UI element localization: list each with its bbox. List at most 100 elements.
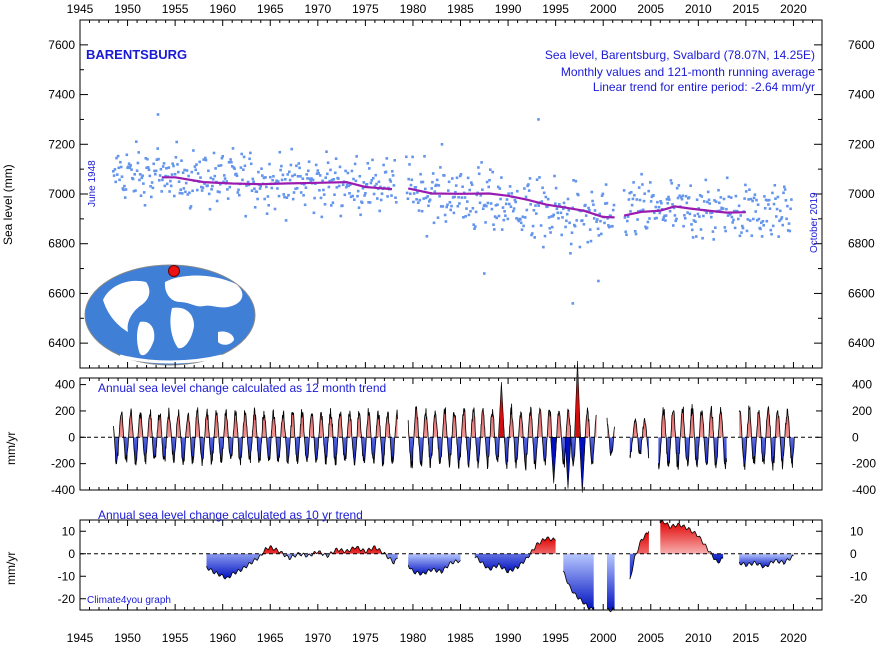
y-tick-label-right: 7400 [848,88,875,102]
monthly-point [451,177,454,180]
y-tick-label-left: 7200 [48,137,75,151]
monthly-point [337,177,340,180]
monthly-point [657,205,661,209]
monthly-point [273,207,277,211]
x-tick-label-top: 2005 [637,2,664,16]
monthly-point [144,157,148,160]
monthly-point [779,217,783,221]
monthly-point [182,187,186,190]
monthly-point [763,195,766,198]
monthly-point [331,201,335,204]
monthly-point [420,180,423,184]
monthly-point [496,203,499,206]
monthly-point [151,186,155,190]
monthly-point [714,200,718,203]
info-line-1: Sea level, Barentsburg, Svalbard (78.07N… [545,48,815,62]
monthly-point [129,164,132,167]
info-line-2: Monthly values and 121-month running ave… [561,65,815,79]
monthly-point [701,236,704,240]
sea-level-y-axis-label: Sea level (mm) [1,164,15,245]
monthly-point [162,162,166,165]
monthly-point [392,184,396,187]
y-tick-label-left: 0 [68,547,75,561]
monthly-point [646,220,650,224]
monthly-point [137,151,140,154]
monthly-point [637,186,641,189]
monthly-point [458,174,462,178]
x-axis-top: 1945 1950 1955 1960 1965 1970 1975 1980 1985 1990… [67,2,823,610]
monthly-point [234,172,238,176]
monthly-point [158,174,162,177]
monthly-point [160,190,163,193]
monthly-point [699,228,703,231]
monthly-point [493,228,496,231]
x-tick-label-top: 1990 [495,2,522,16]
monthly-point [474,225,477,228]
monthly-point [492,223,495,226]
y-tick-label-left: 6600 [48,286,75,300]
ten-year-y-ticks: 10 10 0 0 -10 -10 -20 -20 [58,524,868,606]
monthly-point [633,194,636,197]
monthly-point [283,195,286,199]
monthly-point [525,208,529,212]
monthly-point [760,221,763,224]
monthly-point [390,194,393,197]
monthly-point [764,198,768,202]
monthly-point [562,201,566,205]
monthly-point [405,155,408,159]
monthly-point [653,211,656,215]
x-tick-label-bottom: 1980 [400,631,427,645]
monthly-point [761,220,765,223]
y-tick-label-right: 6600 [848,286,875,300]
monthly-point [513,198,517,202]
y-tick-label-left: 10 [62,524,76,538]
monthly-point [345,185,348,189]
monthly-point [677,184,681,187]
monthly-point [117,166,121,170]
y-tick-label-right: -20 [850,592,868,606]
monthly-point [141,174,144,177]
monthly-point [322,193,326,196]
x-tick-label-bottom: 2010 [685,631,712,645]
monthly-point [497,214,501,218]
monthly-point [379,185,382,189]
monthly-point [292,191,296,194]
monthly-point [647,189,650,193]
monthly-point [303,203,307,207]
monthly-point [529,203,532,206]
monthly-point [767,203,770,206]
monthly-point [242,168,245,171]
twelve-month-y-ticks: 400 400 200 200 0 0 -200 -200 -400 -400 [51,378,876,497]
monthly-point [672,224,675,227]
monthly-point [188,191,191,195]
monthly-point [179,188,182,191]
monthly-point [320,215,324,219]
monthly-point [204,158,208,162]
monthly-point [466,200,469,203]
monthly-point [263,197,266,201]
monthly-point [543,234,547,238]
monthly-point [763,207,767,210]
monthly-point [465,207,468,210]
monthly-point [287,193,290,197]
running-average-segment [407,187,615,219]
monthly-point [754,210,757,213]
monthly-point [729,212,732,216]
monthly-point [607,225,611,229]
monthly-point [277,194,281,198]
monthly-point [284,219,288,222]
monthly-point [568,221,571,225]
negative-change-area [629,437,649,459]
sea-level-y-ticks: 6400 6400 6600 6600 6800 6800 7000 7000 7200 7200… [48,19,875,369]
monthly-point [508,202,511,206]
monthly-point [760,235,764,238]
monthly-point [282,193,285,196]
monthly-point [705,211,708,215]
monthly-point [779,209,782,213]
monthly-point [372,176,375,180]
monthly-point [781,223,784,227]
monthly-point [711,230,715,233]
monthly-point [739,214,742,217]
x-tick-label-bottom: 1970 [304,631,331,645]
y-tick-label-left: 7400 [48,88,75,102]
